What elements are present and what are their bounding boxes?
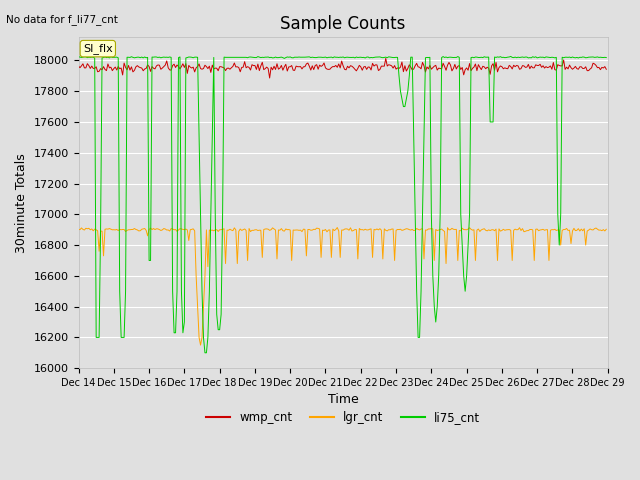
Text: SI_flx: SI_flx — [83, 43, 113, 54]
X-axis label: Time: Time — [328, 394, 358, 407]
Legend: wmp_cnt, lgr_cnt, li75_cnt: wmp_cnt, lgr_cnt, li75_cnt — [202, 406, 485, 429]
Y-axis label: 30minute Totals: 30minute Totals — [15, 153, 28, 252]
Title: Sample Counts: Sample Counts — [280, 15, 406, 33]
Text: No data for f_li77_cnt: No data for f_li77_cnt — [6, 14, 118, 25]
